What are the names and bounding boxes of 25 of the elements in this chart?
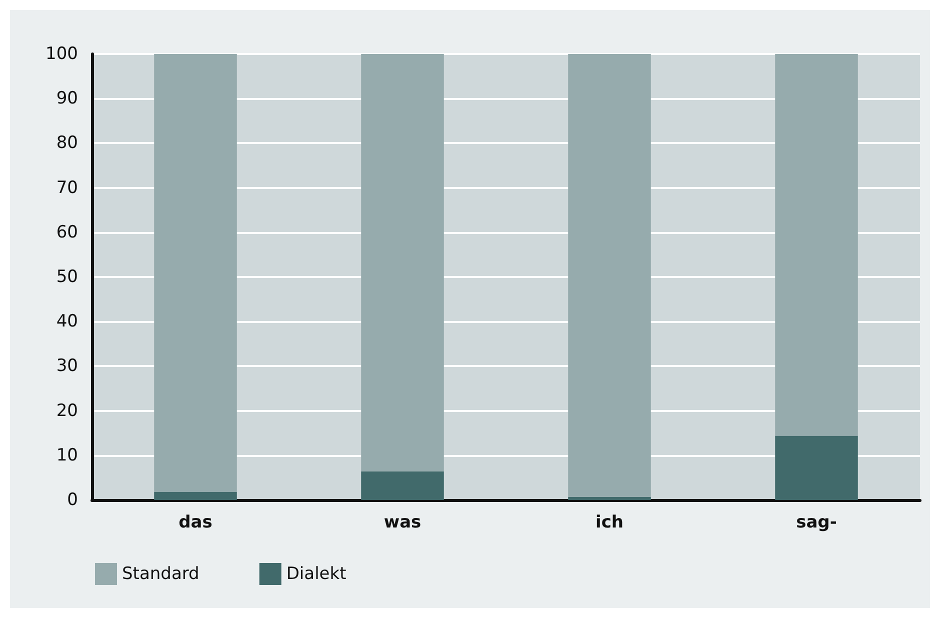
x-tick-label: sag- xyxy=(796,512,837,532)
bar xyxy=(361,54,444,472)
y-tick-label: 0 xyxy=(67,490,78,510)
bar xyxy=(568,54,651,497)
y-tick-label: 40 xyxy=(56,312,78,332)
bar xyxy=(361,471,444,500)
y-tick-label: 100 xyxy=(46,44,78,64)
bar xyxy=(154,54,237,492)
y-tick-label: 80 xyxy=(56,133,78,154)
y-tick-label: 20 xyxy=(56,400,78,421)
bar xyxy=(775,54,858,436)
bar xyxy=(154,492,237,500)
x-tick-label: das xyxy=(178,512,212,532)
bar xyxy=(568,496,651,500)
x-tick-label: was xyxy=(384,512,422,532)
bar xyxy=(775,436,858,500)
y-tick-label: 90 xyxy=(56,88,78,109)
x-tick-label: ich xyxy=(595,512,624,532)
legend-label: Dialekt xyxy=(286,564,347,584)
y-tick-label: 10 xyxy=(56,445,78,466)
legend-label: Standard xyxy=(122,564,200,584)
y-tick-label: 60 xyxy=(56,222,78,242)
y-tick-label: 30 xyxy=(56,356,78,376)
y-tick-label: 70 xyxy=(56,178,78,198)
y-tick-label: 50 xyxy=(56,267,78,287)
